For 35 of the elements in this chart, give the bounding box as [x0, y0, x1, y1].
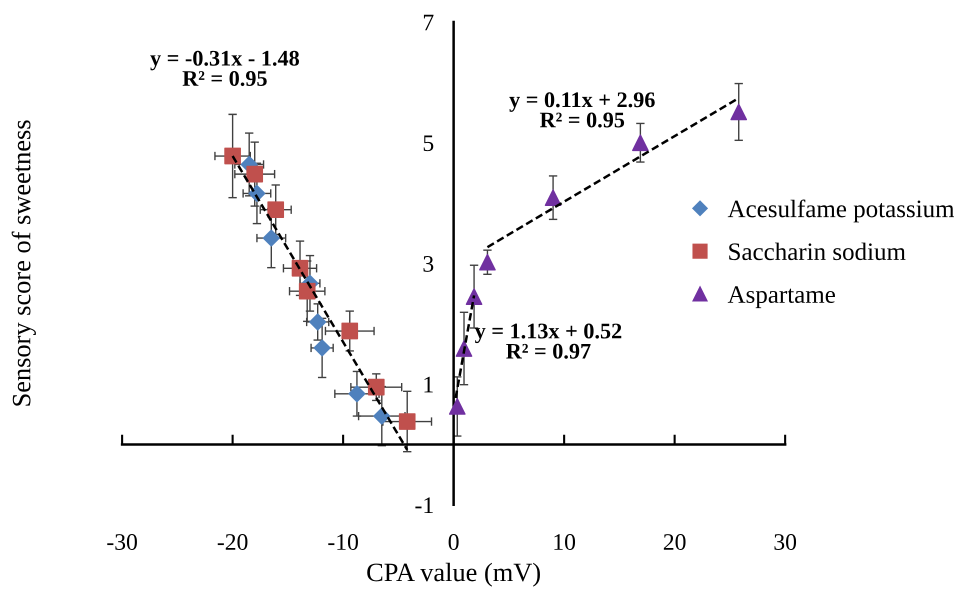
point [448, 398, 466, 415]
x-tick-label: 10 [554, 534, 576, 550]
x-tick-label: -20 [218, 534, 248, 550]
legend-label: Acesulfame potassium [728, 199, 954, 222]
point [544, 189, 562, 206]
point [246, 166, 264, 182]
x-axis-title: CPA value (mV) [367, 562, 540, 587]
point [224, 148, 241, 164]
point [341, 322, 358, 340]
y-tick-label: 1 [424, 376, 433, 392]
y-axis-title: Sensory score of sweetness [12, 120, 36, 406]
point [267, 201, 284, 218]
y-tick-label: 3 [424, 256, 434, 272]
x-tick-label: 0 [448, 534, 459, 550]
point [398, 413, 416, 430]
y-tick-label: -1 [415, 497, 433, 514]
point [348, 385, 366, 402]
x-tick-label: -10 [328, 534, 358, 550]
point [368, 378, 385, 396]
x-tick-label: -30 [107, 534, 137, 550]
point [479, 254, 496, 271]
point [632, 134, 649, 152]
point [730, 104, 748, 120]
annotation: y = -0.31x - 1.48 R² = 0.95 [150, 50, 299, 86]
legend-label: Aspartame [728, 286, 835, 308]
annotation: y = 0.11x + 2.96 R² = 0.95 [509, 92, 655, 128]
y-tick-label: 7 [424, 14, 434, 30]
legend-label: Saccharin sodium [729, 242, 906, 260]
point [262, 230, 280, 247]
point [314, 339, 331, 356]
point [309, 313, 326, 331]
y-tick-label: 5 [424, 135, 434, 152]
annotation: y = 1.13x + 0.52 R² = 0.97 [474, 324, 622, 359]
x-tick-label: 30 [774, 534, 796, 550]
x-tick-label: 20 [664, 534, 686, 550]
